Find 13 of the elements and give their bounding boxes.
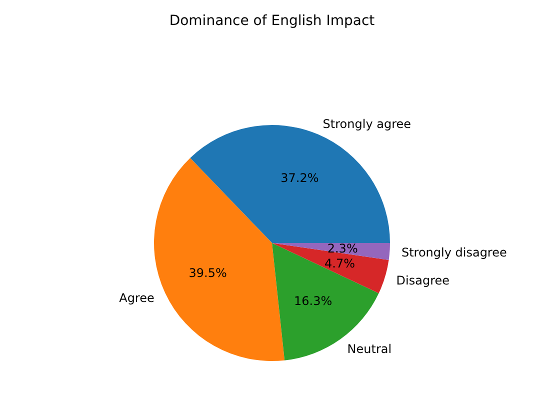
pie-slice <box>272 243 390 260</box>
slice-label: Agree <box>119 291 154 306</box>
slice-label: Strongly agree <box>322 116 412 131</box>
slice-label: Neutral <box>347 342 392 356</box>
chart-title: Dominance of English Impact <box>169 13 376 29</box>
slice-label: Disagree <box>396 274 450 288</box>
data-label: 37.2% <box>280 171 319 186</box>
slice-label: Strongly disagree <box>401 246 507 260</box>
data-label: 4.7% <box>324 256 356 271</box>
data-label: 39.5% <box>188 266 227 280</box>
pie-slice <box>272 243 389 294</box>
data-label: 2.3% <box>327 241 358 256</box>
data-label: 16.3% <box>294 294 332 308</box>
